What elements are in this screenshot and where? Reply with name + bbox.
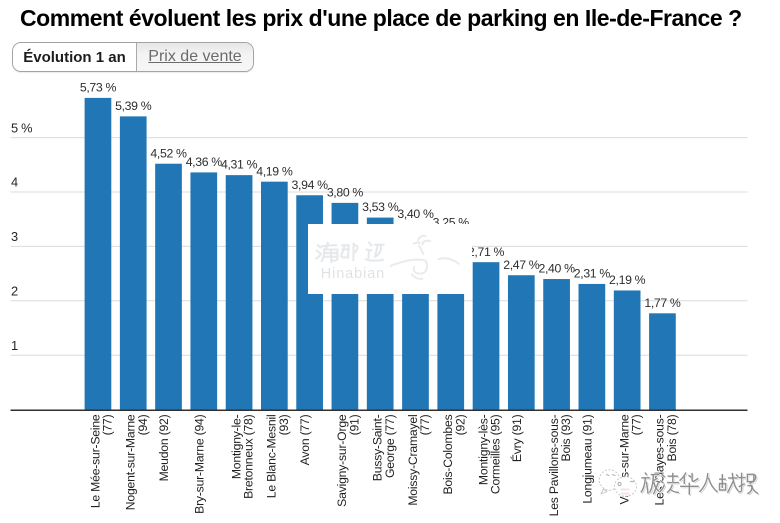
svg-text:2,31 %: 2,31 % <box>574 267 611 281</box>
svg-text:Meudon (92): Meudon (92) <box>157 414 171 481</box>
svg-text:3,40 %: 3,40 % <box>397 207 434 221</box>
svg-text:2,19 %: 2,19 % <box>609 273 646 287</box>
svg-text:2,71 %: 2,71 % <box>468 245 505 259</box>
svg-text:Bry-sur-Marne (94): Bry-sur-Marne (94) <box>192 414 206 513</box>
svg-text:3,53 %: 3,53 % <box>362 200 399 214</box>
svg-text:1: 1 <box>11 338 18 353</box>
svg-text:4,52 %: 4,52 % <box>150 146 187 160</box>
svg-text:Nogent-sur-Marne(94): Nogent-sur-Marne(94) <box>124 414 150 510</box>
svg-text:2: 2 <box>11 284 18 299</box>
svg-text:3,80 %: 3,80 % <box>327 185 364 199</box>
svg-text:Montigny-lès-Cormeilles (95): Montigny-lès-Cormeilles (95) <box>476 414 502 494</box>
svg-text:4,19 %: 4,19 % <box>256 164 293 178</box>
svg-text:Le Mée-sur-Seine(77): Le Mée-sur-Seine(77) <box>88 414 114 508</box>
svg-text:5 %: 5 % <box>11 120 32 135</box>
svg-text:Longjumeau (91): Longjumeau (91) <box>580 414 594 503</box>
svg-text:4,36 %: 4,36 % <box>186 155 223 169</box>
svg-text:Montigny-le-Bretonneux (78): Montigny-le-Bretonneux (78) <box>229 414 255 499</box>
svg-text:Les Pavillons-sous-Bois (93): Les Pavillons-sous-Bois (93) <box>547 414 573 516</box>
svg-text:2,47 %: 2,47 % <box>503 258 540 272</box>
svg-text:Évry (91): Évry (91) <box>509 414 524 462</box>
svg-text:4: 4 <box>11 175 18 190</box>
svg-text:2,40 %: 2,40 % <box>538 262 575 276</box>
svg-text:1,77 %: 1,77 % <box>644 296 681 310</box>
svg-text:3,94 %: 3,94 % <box>292 178 329 192</box>
svg-text:Bois-Colombes(92): Bois-Colombes(92) <box>441 414 467 494</box>
svg-text:Le Blanc-Mesnil(93): Le Blanc-Mesnil(93) <box>265 414 291 498</box>
svg-text:3: 3 <box>11 229 18 244</box>
svg-text:Moissy-Cramayel(77): Moissy-Cramayel(77) <box>406 414 432 505</box>
svg-text:5,39 %: 5,39 % <box>115 99 152 113</box>
svg-text:Savigny-sur-Orge(91): Savigny-sur-Orge(91) <box>335 414 361 507</box>
svg-text:Avon (77): Avon (77) <box>298 414 312 465</box>
svg-text:Hinabian: Hinabian <box>321 265 385 281</box>
svg-text:Bussy-Saint-George (77): Bussy-Saint-George (77) <box>370 414 396 481</box>
svg-text:5,73 %: 5,73 % <box>80 80 117 94</box>
svg-text:4,31 %: 4,31 % <box>221 158 258 172</box>
